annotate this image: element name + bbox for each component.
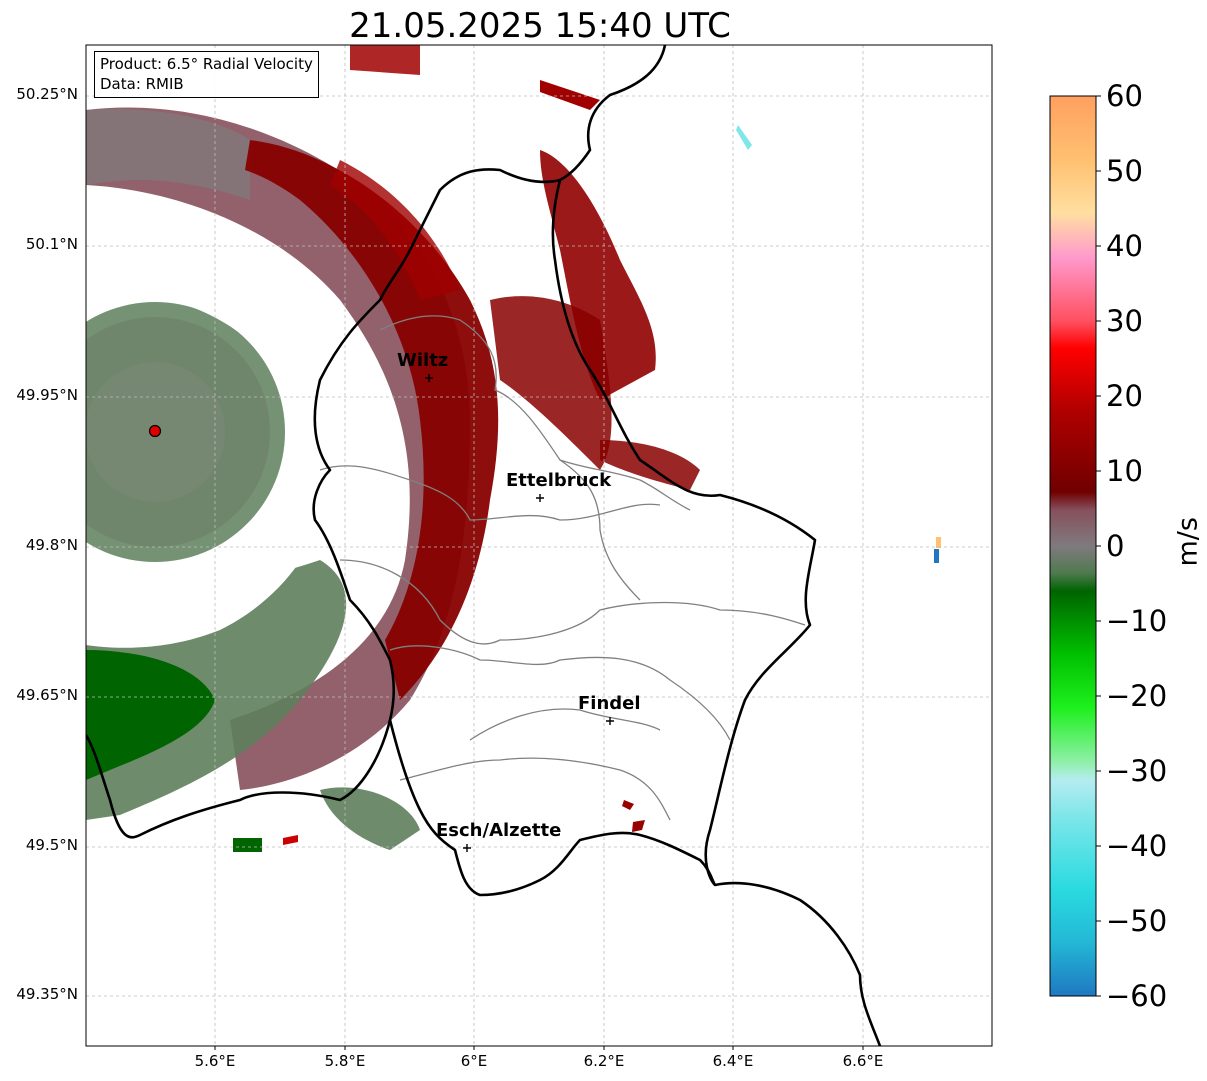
lat-tick-label: 49.5°N (25, 836, 78, 854)
colorbar-tick-label: −40 (1106, 829, 1168, 863)
lon-tick-label: 5.6°E (194, 1052, 236, 1070)
data-source-label: Data: RMIB (100, 75, 184, 93)
colorbar-tick-label: −60 (1106, 979, 1168, 1013)
colorbar-tick-label: 30 (1106, 304, 1143, 338)
colorbar-ticks (1096, 95, 1101, 997)
radar-site-marker (148, 424, 162, 438)
colorbar (1049, 95, 1097, 997)
city-label-esch-alzette: Esch/Alzette (436, 820, 562, 841)
clear-zone (86, 255, 333, 648)
colorbar-tick-label: −50 (1106, 904, 1168, 938)
country-borders (86, 45, 882, 1046)
colorbar-tick-label: −30 (1106, 754, 1168, 788)
colorbar-unit-label: m/s (1172, 517, 1204, 567)
lat-tick-label: 50.1°N (25, 235, 78, 253)
city-label-wiltz: Wiltz (397, 350, 449, 371)
city-label-findel: Findel (578, 693, 641, 714)
map-title: 21.05.2025 15:40 UTC (349, 6, 731, 46)
lat-tick-label: 49.95°N (16, 386, 78, 404)
city-marker-esch (463, 844, 471, 852)
lon-tick-label: 6.4°E (712, 1052, 754, 1070)
colorbar-tick-label: 40 (1106, 229, 1143, 263)
lon-tick-label: 6.6°E (842, 1052, 884, 1070)
lon-tick-label: 6.2°E (583, 1052, 625, 1070)
colorbar-tick-label: 0 (1106, 529, 1125, 563)
lat-tick-label: 49.8°N (25, 536, 78, 554)
lat-tick-label: 50.25°N (16, 85, 78, 103)
city-marker-ettelbruck (536, 494, 544, 502)
lat-tick-label: 49.35°N (16, 985, 78, 1003)
info-box: Product: 6.5° Radial Velocity Data: RMIB (94, 51, 319, 98)
colorbar-tick-label: 60 (1106, 79, 1143, 113)
colorbar-tick-label: 10 (1106, 454, 1143, 488)
colorbar-tick-label: −20 (1106, 679, 1168, 713)
city-markers (425, 374, 614, 852)
city-marker-wiltz (425, 374, 433, 382)
district-boundaries (319, 315, 806, 821)
plot-frame (85, 44, 993, 1047)
axis-ticks (214, 1046, 864, 1050)
colorbar-tick-label: 20 (1106, 379, 1143, 413)
lat-tick-label: 49.65°N (16, 686, 78, 704)
city-label-ettelbruck: Ettelbruck (506, 470, 612, 491)
lon-tick-label: 5.8°E (324, 1052, 366, 1070)
colorbar-tick-label: −10 (1106, 604, 1168, 638)
product-label: Product: 6.5° Radial Velocity (100, 55, 313, 73)
colorbar-tick-label: 50 (1106, 154, 1143, 188)
city-marker-findel (606, 717, 614, 725)
lon-tick-label: 6°E (460, 1052, 488, 1070)
